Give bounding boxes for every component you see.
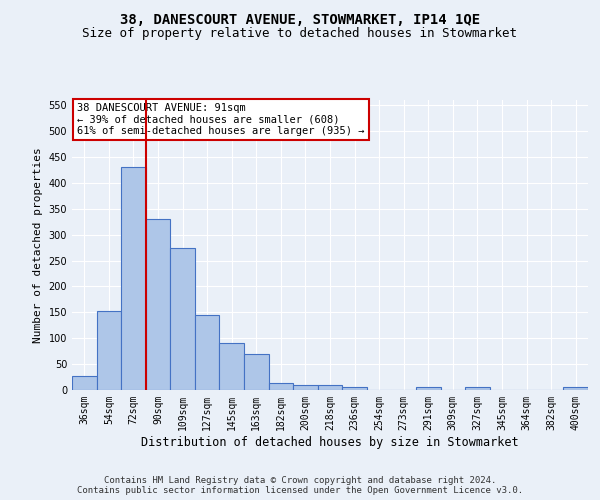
Bar [465,388,490,390]
Text: 38 DANESCOURT AVENUE: 91sqm
← 39% of detached houses are smaller (608)
61% of se: 38 DANESCOURT AVENUE: 91sqm ← 39% of det… [77,103,365,136]
Bar [146,219,170,390]
Bar [563,388,588,390]
Bar [195,315,220,390]
Y-axis label: Number of detached properties: Number of detached properties [33,147,43,343]
Text: Size of property relative to detached houses in Stowmarket: Size of property relative to detached ho… [83,28,517,40]
Bar [416,388,440,390]
Bar [244,354,269,390]
Bar [170,248,195,390]
Bar [121,168,146,390]
Text: Contains HM Land Registry data © Crown copyright and database right 2024.
Contai: Contains HM Land Registry data © Crown c… [77,476,523,495]
Bar [318,385,342,390]
Bar [72,376,97,390]
Bar [220,344,244,390]
Bar [97,311,121,390]
Bar [293,385,318,390]
Bar [342,387,367,390]
Text: 38, DANESCOURT AVENUE, STOWMARKET, IP14 1QE: 38, DANESCOURT AVENUE, STOWMARKET, IP14 … [120,12,480,26]
Bar [269,384,293,390]
X-axis label: Distribution of detached houses by size in Stowmarket: Distribution of detached houses by size … [141,436,519,448]
